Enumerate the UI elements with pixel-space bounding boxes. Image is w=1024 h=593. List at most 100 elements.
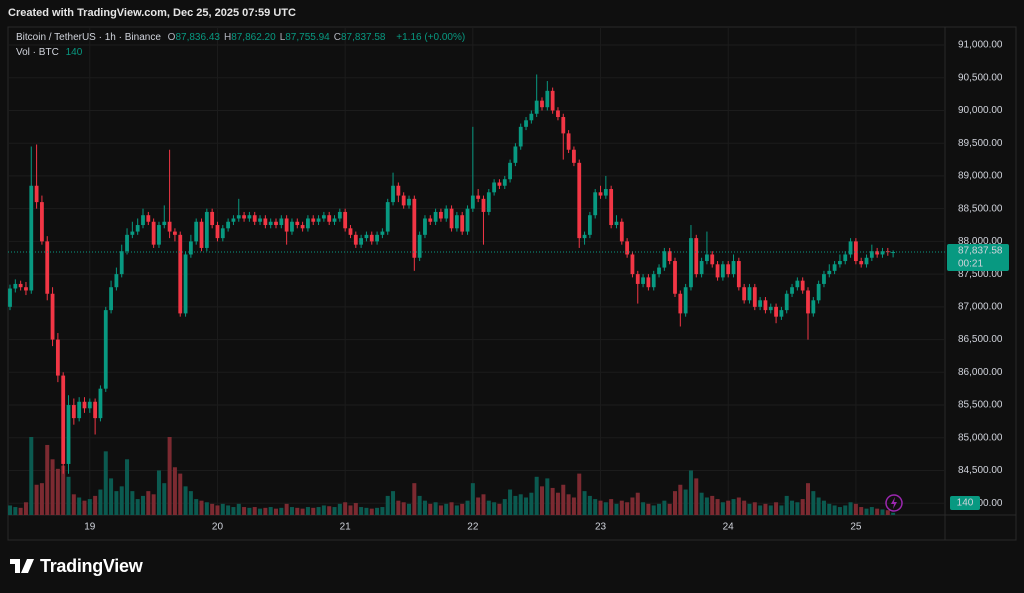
- last-price-label: 87,837.58: [958, 246, 1003, 257]
- volume-bar: [369, 508, 374, 515]
- volume-bar: [704, 497, 709, 515]
- volume-bar: [23, 502, 28, 515]
- candle-body: [364, 234, 369, 239]
- candle-body: [359, 238, 364, 245]
- candle-body: [843, 254, 848, 262]
- candle-body: [630, 254, 635, 275]
- volume-bar: [843, 505, 848, 515]
- volume-bar: [263, 507, 268, 515]
- volume-bar: [598, 500, 603, 515]
- y-tick-label: 88,500.00: [958, 203, 1003, 214]
- candle-body: [82, 401, 87, 409]
- candle-body: [694, 238, 699, 275]
- candle-body: [710, 254, 715, 265]
- volume-bar: [385, 495, 390, 515]
- volume-bar: [146, 491, 151, 515]
- volume-bar: [821, 500, 826, 515]
- y-tick-label: 86,000.00: [958, 367, 1003, 378]
- volume-bar: [784, 495, 789, 515]
- volume-bar: [274, 508, 278, 515]
- volume-bar: [710, 495, 715, 515]
- candle-body: [183, 254, 188, 314]
- candle-body: [433, 211, 438, 222]
- candle-body: [306, 218, 310, 229]
- candle-body: [24, 287, 28, 291]
- candle-body: [188, 241, 193, 255]
- candle-body: [385, 202, 390, 232]
- volume-bar: [651, 505, 656, 515]
- volume-bar: [417, 495, 422, 515]
- candle-body: [77, 401, 82, 419]
- candle-body: [279, 218, 284, 226]
- alert-icon[interactable]: [885, 494, 903, 512]
- volume-bar: [747, 503, 752, 515]
- volume-bar: [768, 505, 773, 515]
- candle-body: [146, 215, 151, 222]
- candle-body: [470, 195, 475, 209]
- x-tick-label: 25: [850, 522, 862, 533]
- volume-bar: [603, 502, 608, 515]
- volume-bar: [827, 503, 832, 515]
- volume-bar: [864, 508, 869, 515]
- candle-body: [8, 288, 12, 307]
- volume-bar: [332, 507, 337, 515]
- candle-body: [465, 208, 470, 232]
- candle-body: [508, 162, 512, 180]
- volume-bar: [454, 505, 459, 515]
- volume-bar: [401, 502, 406, 515]
- x-tick-label: 19: [84, 522, 96, 533]
- volume-bar: [540, 486, 544, 515]
- candle-body: [284, 218, 289, 232]
- ohlc-value: 87,837.58: [340, 32, 386, 43]
- y-tick-label: 84,500.00: [958, 465, 1003, 476]
- volume-bar: [55, 468, 60, 515]
- candle-body: [540, 100, 544, 108]
- volume-bar: [156, 470, 161, 515]
- candle-body: [449, 208, 454, 229]
- candle-body: [598, 192, 603, 196]
- candle-body: [779, 310, 784, 317]
- y-tick-label: 85,500.00: [958, 400, 1003, 411]
- volume-bar: [726, 500, 731, 515]
- candle-body: [673, 261, 677, 294]
- y-tick-label: 89,500.00: [958, 138, 1003, 149]
- candle-body: [412, 198, 417, 258]
- volume-bar: [396, 500, 401, 515]
- volume-bar: [8, 505, 12, 515]
- candle-body: [66, 405, 71, 464]
- candle-body: [242, 215, 246, 219]
- volume-bar: [790, 500, 795, 515]
- volume-bar: [258, 508, 263, 515]
- candle-body: [40, 202, 44, 242]
- candle-body: [210, 211, 215, 226]
- price-tags: 87,837.58 00:21 140: [8, 244, 1009, 510]
- candle-body: [763, 300, 768, 311]
- volume-bar: [337, 503, 342, 515]
- candle-body: [736, 261, 741, 288]
- volume-bar: [119, 486, 124, 515]
- volume-bar: [66, 476, 71, 515]
- volume-bar: [853, 503, 858, 515]
- candle-body: [396, 185, 401, 196]
- candle-body: [784, 293, 789, 311]
- volume-bar: [231, 507, 236, 515]
- volume-bar: [779, 505, 784, 515]
- x-tick-label: 20: [212, 522, 224, 533]
- volume-bar: [885, 510, 890, 515]
- volume-bar: [481, 494, 486, 515]
- candle-body: [545, 90, 550, 108]
- volume-bar: [109, 478, 114, 515]
- candle-body: [353, 234, 358, 245]
- candle-body: [715, 264, 720, 278]
- candle-body: [774, 306, 778, 317]
- volume-bar: [93, 495, 98, 515]
- volume-bar: [316, 507, 321, 515]
- x-tick-label: 24: [723, 522, 735, 533]
- volume-bar: [545, 478, 550, 515]
- candle-body: [572, 149, 576, 163]
- volume-bar: [465, 500, 470, 515]
- candle-body: [486, 192, 491, 212]
- volume-bar: [295, 507, 300, 515]
- candle-body: [832, 264, 837, 271]
- y-tick-label: 84,000.00: [958, 498, 1003, 509]
